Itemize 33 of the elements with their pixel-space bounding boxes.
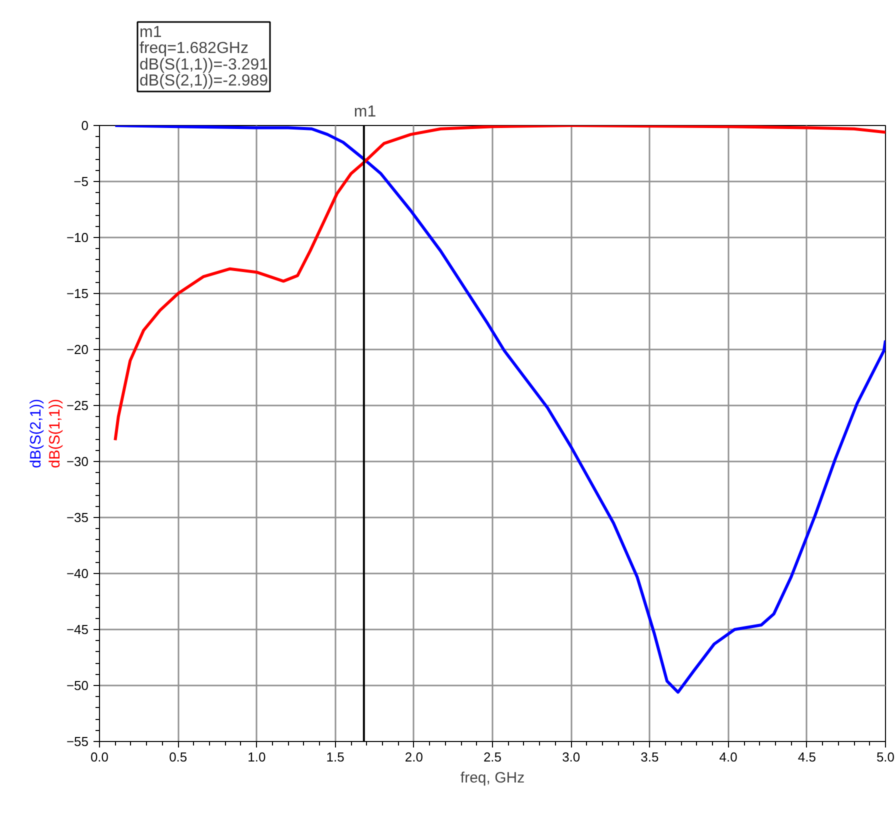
x-tick-label: 3.5 bbox=[640, 750, 659, 764]
line-series bbox=[114, 126, 886, 442]
y-tick-label: −25 bbox=[66, 398, 89, 413]
text: m1 bbox=[140, 24, 162, 42]
y-tick-label: −40 bbox=[66, 566, 89, 581]
text: dB(S(2,1)) bbox=[28, 398, 44, 468]
line-series bbox=[114, 126, 886, 694]
y-tick-label: −5 bbox=[74, 174, 89, 189]
x-axis-title: freq, GHz bbox=[460, 770, 525, 786]
text: dB(S(1,1)) bbox=[46, 398, 64, 468]
y-tick-label: 0 bbox=[81, 118, 89, 133]
y-tick-label: −10 bbox=[66, 230, 89, 245]
y-tick-label: −45 bbox=[66, 622, 89, 637]
y-tick-label: −50 bbox=[66, 678, 89, 693]
ref-line-label: m1 bbox=[354, 104, 376, 120]
y-tick-label: −20 bbox=[66, 342, 89, 357]
x-tick-label: 1.5 bbox=[326, 750, 344, 764]
y-tick-label: −35 bbox=[66, 510, 89, 525]
x-tick-label: 3.0 bbox=[562, 750, 580, 764]
x-tick-label: 2.0 bbox=[404, 750, 423, 764]
text: dB(S(2,1))=-2.989 bbox=[140, 72, 268, 90]
x-tick-label: 2.5 bbox=[483, 750, 502, 764]
x-tick-label: 0.5 bbox=[169, 750, 188, 764]
text: freq=1.682GHz bbox=[140, 40, 248, 58]
y-tick-label: −55 bbox=[66, 734, 89, 749]
x-tick-label: 4.5 bbox=[798, 750, 816, 764]
y-tick-label: −30 bbox=[66, 454, 89, 469]
x-tick-label: 1.0 bbox=[248, 750, 266, 764]
x-tick-label: 4.0 bbox=[719, 750, 738, 764]
x-tick-label: 5.0 bbox=[876, 750, 895, 764]
x-tick-label: 0.0 bbox=[90, 750, 109, 764]
y-tick-label: −15 bbox=[66, 286, 89, 301]
text: dB(S(1,1))=-3.291 bbox=[140, 56, 268, 74]
